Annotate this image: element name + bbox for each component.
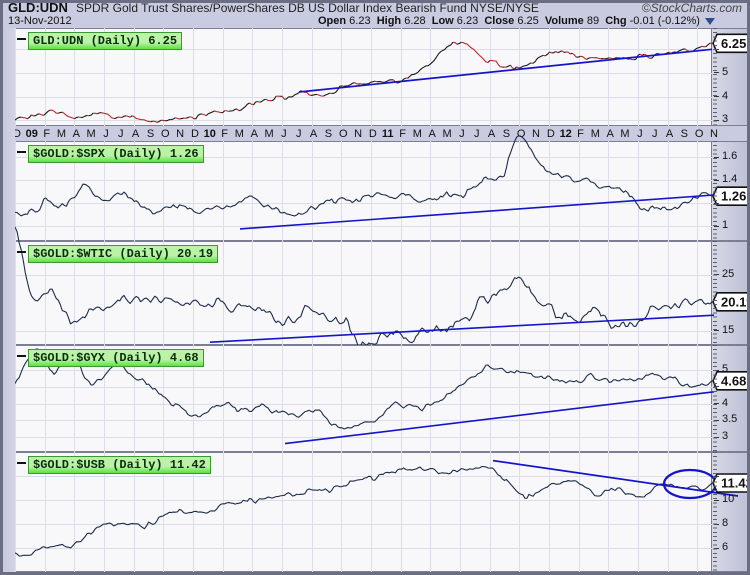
svg-text:11.42: 11.42: [721, 476, 750, 491]
